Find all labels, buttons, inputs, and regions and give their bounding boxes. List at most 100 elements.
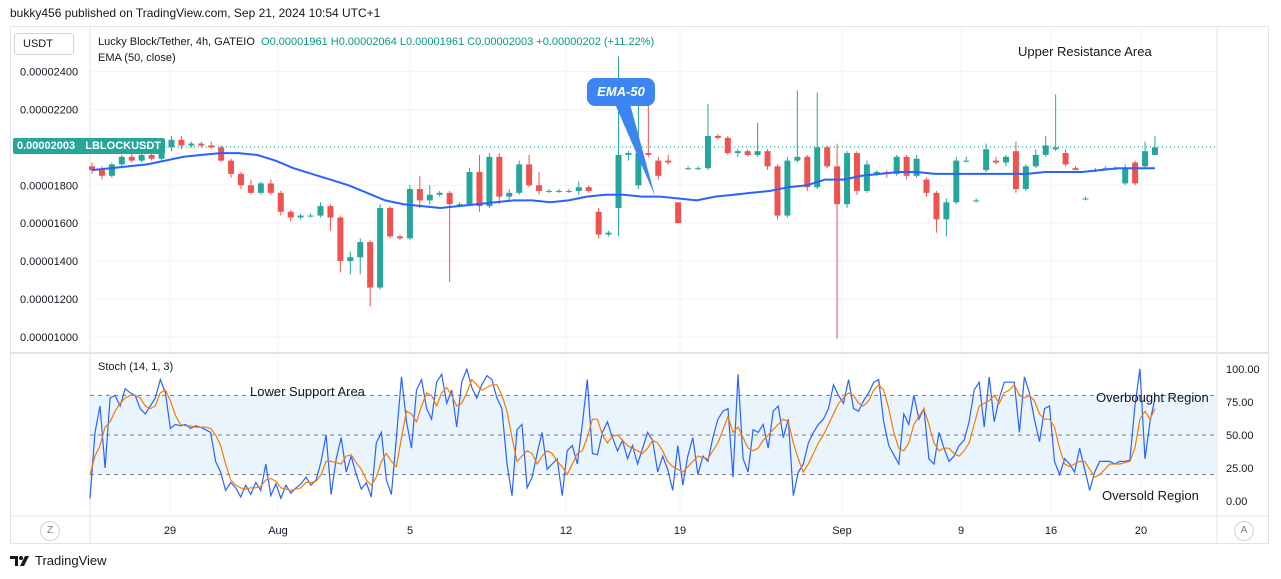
candle-body (853, 153, 860, 191)
candle-body (704, 136, 711, 169)
candle-body (446, 192, 453, 205)
candle-body (168, 139, 175, 148)
stoch-tick-label: 25.00 (1226, 463, 1254, 475)
candle-body (466, 172, 473, 205)
candle-body (1032, 154, 1039, 167)
candle-body (993, 160, 1000, 163)
x-tick-label: Aug (268, 525, 288, 537)
y-tick-label: 0.00001200 (20, 294, 78, 306)
candle-body (645, 153, 652, 155)
tradingview-wordmark: TradingView (35, 553, 107, 568)
candle-body (675, 202, 682, 224)
candle-body (754, 151, 761, 155)
ema-legend[interactable]: EMA (50, close) (98, 52, 176, 64)
candle-body (1022, 166, 1029, 190)
candle-body (536, 185, 543, 191)
last-price-value: 0.00002003 (17, 140, 76, 152)
currency-selector[interactable]: USDT (14, 33, 74, 55)
candle-body (555, 190, 562, 192)
auto-scale-button[interactable]: A (1234, 521, 1254, 541)
candle-body (933, 192, 940, 220)
candle-body (257, 183, 264, 193)
ticker-tag: LBLOCKUSDT (85, 140, 162, 152)
candle-body (1132, 162, 1139, 184)
candle-body (426, 194, 433, 201)
candle-body (575, 187, 582, 191)
candle-body (1152, 147, 1158, 155)
y-tick-label: 0.00001600 (20, 218, 78, 230)
candle-body (98, 170, 105, 176)
candle-body (108, 164, 115, 176)
candle-body (814, 147, 821, 188)
candle-body (228, 160, 235, 174)
candle-body (416, 189, 423, 201)
candle-body (496, 156, 503, 197)
candle-body (1082, 198, 1089, 200)
oversold-label: Oversold Region (1102, 488, 1199, 503)
x-tick-label: 12 (560, 525, 572, 537)
candle-body (685, 168, 692, 170)
candle-body (118, 156, 125, 165)
candle-body (615, 154, 622, 208)
candle-body (198, 143, 205, 146)
candle-body (834, 166, 841, 205)
candle-body (327, 206, 334, 218)
candle-body (605, 232, 612, 235)
stoch-tick-label: 100.00 (1226, 364, 1260, 376)
candle-body (506, 192, 513, 197)
candle-body (1002, 156, 1009, 163)
candle-body (1042, 145, 1049, 155)
upper-resistance-label: Upper Resistance Area (1018, 44, 1152, 59)
candle-body (565, 190, 572, 192)
candle-body (406, 189, 413, 239)
candle-body (1012, 151, 1019, 190)
candle-body (585, 187, 592, 191)
candle-body (526, 164, 533, 186)
stoch-tick-label: 75.00 (1226, 397, 1254, 409)
candle-body (545, 190, 552, 192)
candle-body (357, 242, 364, 258)
y-tick-label: 0.00001400 (20, 256, 78, 268)
candle-body (1052, 147, 1059, 150)
candle-body (238, 173, 245, 186)
symbol-title: Lucky Block/Tether, 4h, GATEIO (98, 36, 255, 48)
candle-body (913, 158, 920, 176)
stoch-d-line (89, 378, 1156, 492)
candle-body (804, 156, 811, 188)
candle-body (695, 168, 702, 170)
candle-body (208, 145, 215, 148)
symbol-legend: Lucky Block/Tether, 4h, GATEIO O0.000019… (98, 36, 654, 48)
candle-body (943, 202, 950, 220)
candle-body (744, 151, 751, 155)
x-tick-label: 16 (1045, 525, 1057, 537)
candle-body (387, 208, 394, 237)
candle-body (307, 215, 314, 217)
x-tick-label: Sep (832, 525, 852, 537)
candle-body (893, 156, 900, 174)
candle-body (873, 172, 880, 174)
candle-body (953, 160, 960, 203)
candle-body (724, 137, 731, 154)
candle-body (863, 164, 870, 191)
candle-body (128, 156, 135, 161)
timezone-z-button[interactable]: Z (40, 521, 60, 541)
candle-body (317, 206, 324, 216)
x-tick-label: 9 (958, 525, 964, 537)
candle-body (367, 242, 374, 288)
candle-body (138, 154, 145, 161)
stoch-tick-label: 0.00 (1226, 496, 1247, 508)
candle-body (655, 160, 662, 176)
candle-body (903, 156, 910, 176)
chart-frame (10, 26, 1269, 544)
candle-body (436, 192, 443, 195)
candle-body (277, 192, 284, 212)
candle-body (635, 153, 642, 186)
x-tick-label: 20 (1135, 525, 1147, 537)
stoch-legend[interactable]: Stoch (14, 1, 3) (98, 361, 174, 373)
candle-body (665, 160, 672, 163)
candle-body (337, 217, 344, 262)
candle-body (377, 208, 384, 288)
candle-body (287, 211, 294, 218)
candle-body (188, 143, 195, 146)
